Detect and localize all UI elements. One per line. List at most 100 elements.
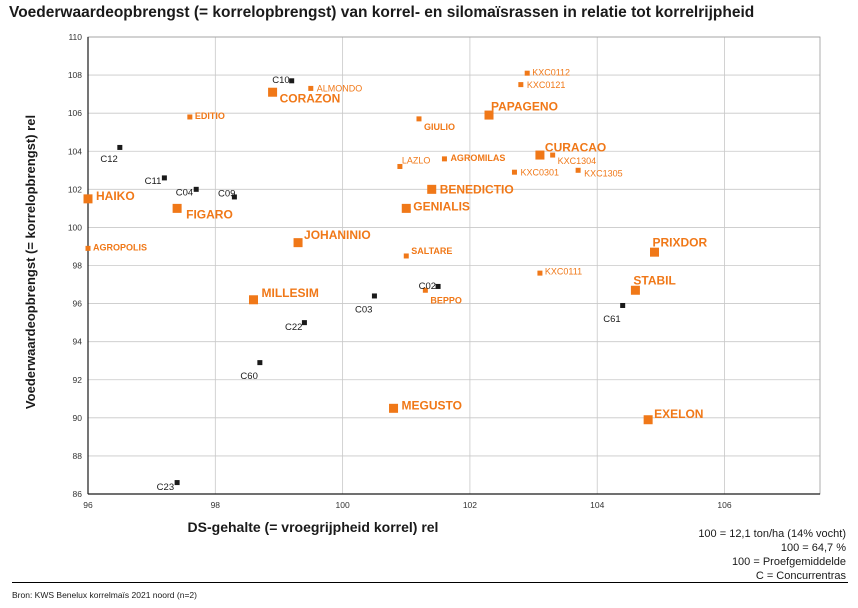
- point-kxc1305: [575, 167, 581, 173]
- label-giulio: GIULIO: [424, 122, 455, 132]
- label-curacao: CURACAO: [545, 140, 606, 154]
- y-tick-label: 88: [73, 451, 83, 461]
- point-kxc0111: [537, 270, 543, 276]
- label-exelon: EXELON: [654, 407, 703, 421]
- label-c02: C02: [419, 281, 436, 292]
- x-tick-label: 102: [463, 500, 477, 510]
- label-lazlo: LAZLO: [402, 156, 431, 166]
- label-corazon: CORAZON: [280, 91, 341, 105]
- x-tick-label: 100: [336, 500, 350, 510]
- label-c22: C22: [285, 322, 302, 333]
- label-kxc0111: KXC0111: [545, 266, 582, 276]
- point-lazlo: [397, 163, 403, 169]
- label-c03: C03: [355, 304, 372, 315]
- point-kxc0121: [518, 82, 524, 88]
- label-johaninio: JOHANINIO: [304, 228, 371, 242]
- data-points: [83, 70, 660, 486]
- chart-title: Voederwaardeopbrengst (= korrelopbrengst…: [9, 4, 755, 21]
- label-kxc0121: KXC0121: [527, 80, 566, 90]
- label-c60: C60: [240, 371, 257, 382]
- label-prixdor: PRIXDOR: [653, 235, 708, 249]
- y-tick-label: 108: [68, 70, 82, 80]
- label-agromilas: AGROMILAS: [450, 153, 505, 163]
- point-genialis: [401, 203, 411, 213]
- y-tick-label: 86: [73, 489, 83, 499]
- x-tick-label: 96: [83, 500, 93, 510]
- point-exelon: [643, 415, 653, 425]
- point-c12: [117, 144, 123, 150]
- x-axis-label: DS-gehalte (= vroegrijpheid korrel) rel: [188, 519, 439, 535]
- y-tick-label: 98: [73, 261, 83, 271]
- point-c22: [301, 320, 307, 326]
- point-c60: [257, 360, 263, 366]
- note-ds: 100 = 64,7 %: [780, 542, 846, 554]
- point-c04: [193, 186, 199, 192]
- x-tick-label: 104: [590, 500, 604, 510]
- label-benedictio: BENEDICTIO: [440, 183, 514, 197]
- scatter-plot: 86 88 90 92 94 96 98 100 102 104 106 108 110 96 98 100 1…: [23, 32, 821, 535]
- y-tick-label: 104: [68, 146, 82, 156]
- label-c04: C04: [176, 188, 193, 199]
- point-c61: [620, 302, 626, 308]
- note-proefgemiddelde: 100 = Proefgemiddelde: [731, 556, 846, 568]
- label-haiko: HAIKO: [96, 189, 135, 203]
- point-c23: [174, 480, 180, 486]
- point-c02: [435, 283, 441, 289]
- label-millesim: MILLESIM: [261, 286, 318, 300]
- point-almondo: [308, 85, 314, 91]
- y-tick-label: 92: [73, 375, 83, 385]
- label-c11: C11: [145, 176, 162, 187]
- y-tick-label: 102: [68, 184, 82, 194]
- point-papageno: [484, 110, 494, 120]
- label-c61: C61: [603, 314, 620, 325]
- y-tick-label: 94: [73, 337, 83, 347]
- label-beppo: BEPPO: [430, 295, 462, 305]
- label-c09: C09: [218, 188, 235, 199]
- label-saltare: SALTARE: [411, 246, 452, 256]
- point-kxc0301: [511, 169, 517, 175]
- label-c10: C10: [272, 75, 289, 86]
- source-note: Bron: KWS Benelux korrelmaïs 2021 noord …: [12, 590, 197, 600]
- point-saltare: [403, 253, 409, 259]
- y-tick-label: 100: [68, 222, 82, 232]
- label-c12: C12: [100, 154, 117, 165]
- axes: [87, 36, 821, 495]
- x-tick-label: 106: [717, 500, 731, 510]
- point-figaro: [172, 203, 182, 213]
- label-figaro: FIGARO: [186, 208, 233, 222]
- point-c03: [371, 293, 377, 299]
- label-agropolis: AGROPOLIS: [93, 243, 147, 253]
- y-tick-label: 110: [68, 32, 82, 42]
- point-megusto: [389, 403, 399, 413]
- y-tick-label: 96: [73, 299, 83, 309]
- label-genialis: GENIALIS: [413, 200, 470, 214]
- tick-labels: 86 88 90 92 94 96 98 100 102 104 106 108 110 96 98 100 1…: [68, 32, 732, 510]
- label-kxc1304: KXC1304: [558, 156, 597, 166]
- point-kxc0112: [524, 70, 530, 76]
- label-almondo: ALMONDO: [317, 84, 363, 94]
- point-millesim: [248, 295, 258, 305]
- label-kxc0112: KXC0112: [532, 67, 570, 77]
- point-benedictio: [427, 184, 437, 194]
- label-stabil: STABIL: [633, 273, 675, 287]
- point-prixdor: [650, 247, 660, 257]
- gridlines: [87, 36, 820, 495]
- y-tick-label: 106: [68, 108, 82, 118]
- point-johaninio: [293, 238, 303, 248]
- label-papageno: PAPAGENO: [491, 99, 558, 113]
- point-curacao: [535, 150, 545, 160]
- label-megusto: MEGUSTO: [402, 399, 462, 413]
- point-agromilas: [441, 156, 447, 162]
- point-corazon: [268, 87, 278, 97]
- label-c23: C23: [157, 482, 174, 493]
- point-giulio: [416, 116, 422, 122]
- source-divider: [12, 582, 848, 583]
- point-agropolis: [85, 245, 91, 251]
- point-c09: [231, 194, 237, 200]
- label-editio: EDITIO: [195, 111, 225, 121]
- x-tick-label: 98: [211, 500, 221, 510]
- point-haiko: [83, 194, 93, 204]
- label-kxc0301: KXC0301: [520, 167, 559, 177]
- point-editio: [187, 114, 193, 120]
- y-axis-label: Voederwaardeopbrengst (= korrelopbrengst…: [23, 115, 38, 409]
